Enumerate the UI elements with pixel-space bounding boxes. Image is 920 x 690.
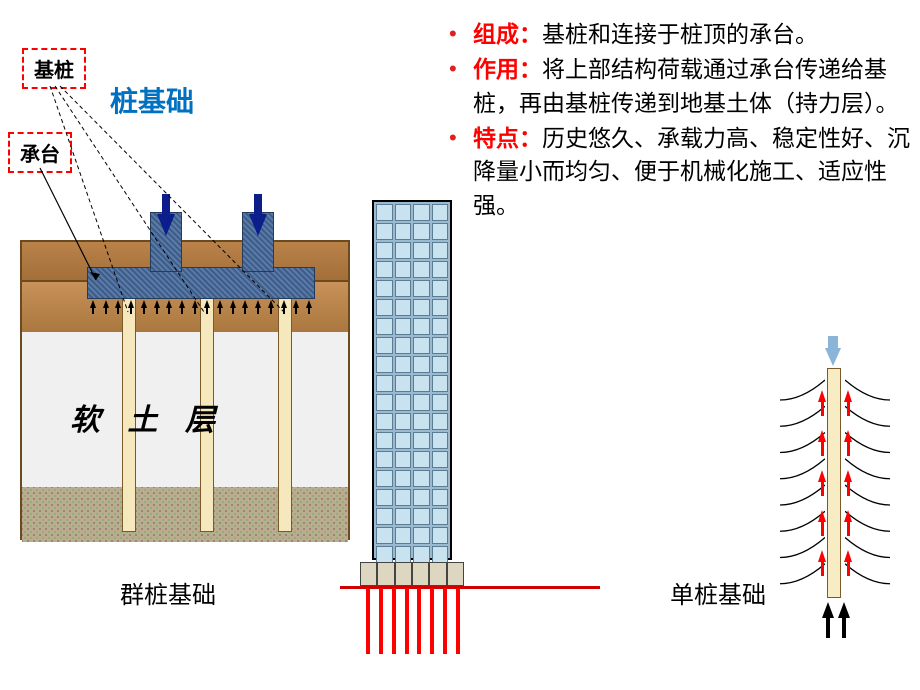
building-footing xyxy=(360,562,464,586)
bearing-stratum xyxy=(22,487,348,542)
pile-cap xyxy=(87,267,315,299)
load-arrow-2 xyxy=(249,214,267,236)
bullet-1: 组成：基桩和连接于桩顶的承台。 xyxy=(445,18,920,51)
group-pile-cross-section xyxy=(20,240,350,540)
bullet-list: 组成：基桩和连接于桩顶的承台。 作用：将上部结构荷载通过承台传递给基桩，再由基桩… xyxy=(445,18,920,224)
building-piles xyxy=(366,588,460,654)
pile-3 xyxy=(278,282,292,532)
single-pile-diagram xyxy=(780,348,890,628)
bullet-2-key: 作用： xyxy=(473,56,542,82)
caption-single: 单桩基础 xyxy=(670,575,766,610)
reaction-arrows xyxy=(90,300,312,314)
caption-group: 群桩基础 xyxy=(120,575,216,610)
tip-reaction-2 xyxy=(838,602,850,618)
building-icon xyxy=(372,200,452,560)
bullet-3: 特点：历史悠久、承载力高、稳定性好、沉降量小而均匀、便于机械化施工、适应性强。 xyxy=(445,122,920,222)
bullet-3-key: 特点： xyxy=(473,125,542,151)
tip-reaction-1 xyxy=(822,602,834,618)
title: 桩基础 xyxy=(110,80,194,120)
bullet-1-text: 基桩和连接于桩顶的承台。 xyxy=(542,21,818,47)
red-arrows-right xyxy=(780,348,890,628)
load-arrow-1 xyxy=(157,214,175,236)
bullet-2: 作用：将上部结构荷载通过承台传递给基桩，再由基桩传递到地基土体（持力层）。 xyxy=(445,53,920,120)
label-chengtai: 承台 xyxy=(8,132,72,173)
label-jizhuang: 基桩 xyxy=(22,48,86,89)
soft-soil-label: 软 土 层 xyxy=(70,395,225,439)
bullet-1-key: 组成： xyxy=(473,21,542,47)
